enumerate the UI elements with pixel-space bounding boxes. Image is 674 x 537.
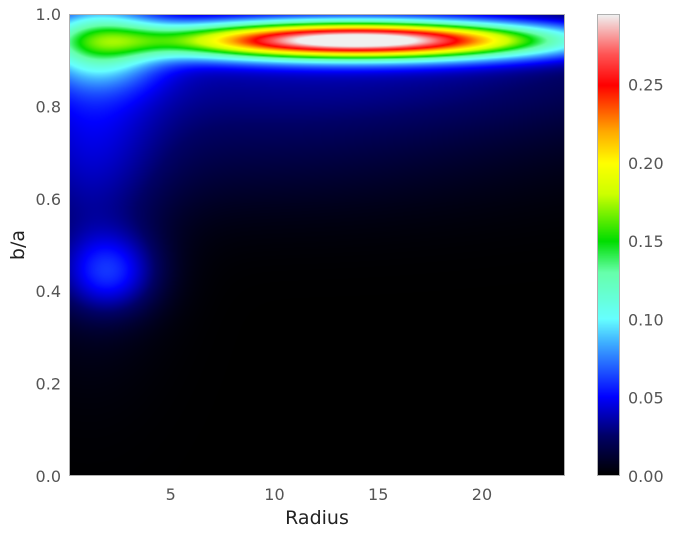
x-tick-label: 10 — [264, 485, 284, 504]
colorbar-tick-label: 0.20 — [628, 154, 664, 173]
x-axis-ticks: 5 10 15 20 — [166, 485, 493, 504]
x-axis-title: Radius — [285, 507, 349, 529]
y-tick-label: 0.6 — [36, 190, 61, 209]
colorbar — [597, 14, 620, 476]
x-tick-label: 5 — [166, 485, 176, 504]
y-tick-label: 1.0 — [36, 5, 61, 24]
y-tick-label: 0.4 — [36, 282, 61, 301]
x-tick-label: 15 — [368, 485, 388, 504]
colorbar-tick-label: 0.15 — [628, 232, 664, 251]
y-tick-label: 0.0 — [36, 467, 61, 486]
heatmap-image — [70, 15, 564, 475]
colorbar-tick-label: 0.05 — [628, 389, 664, 408]
y-axis-ticks: 0.0 0.2 0.4 0.6 0.8 1.0 — [36, 5, 61, 486]
colorbar-tick-label: 0.00 — [628, 467, 664, 486]
colorbar-ticks: 0.00 0.05 0.10 0.15 0.20 0.25 — [628, 75, 664, 486]
y-tick-label: 0.8 — [36, 97, 61, 116]
colorbar-tick-label: 0.10 — [628, 310, 664, 329]
y-axis-title: b/a — [7, 230, 29, 260]
y-tick-label: 0.2 — [36, 375, 61, 394]
x-tick-label: 20 — [472, 485, 492, 504]
heatmap-plot-area — [69, 14, 565, 476]
colorbar-tick-label: 0.25 — [628, 75, 664, 94]
